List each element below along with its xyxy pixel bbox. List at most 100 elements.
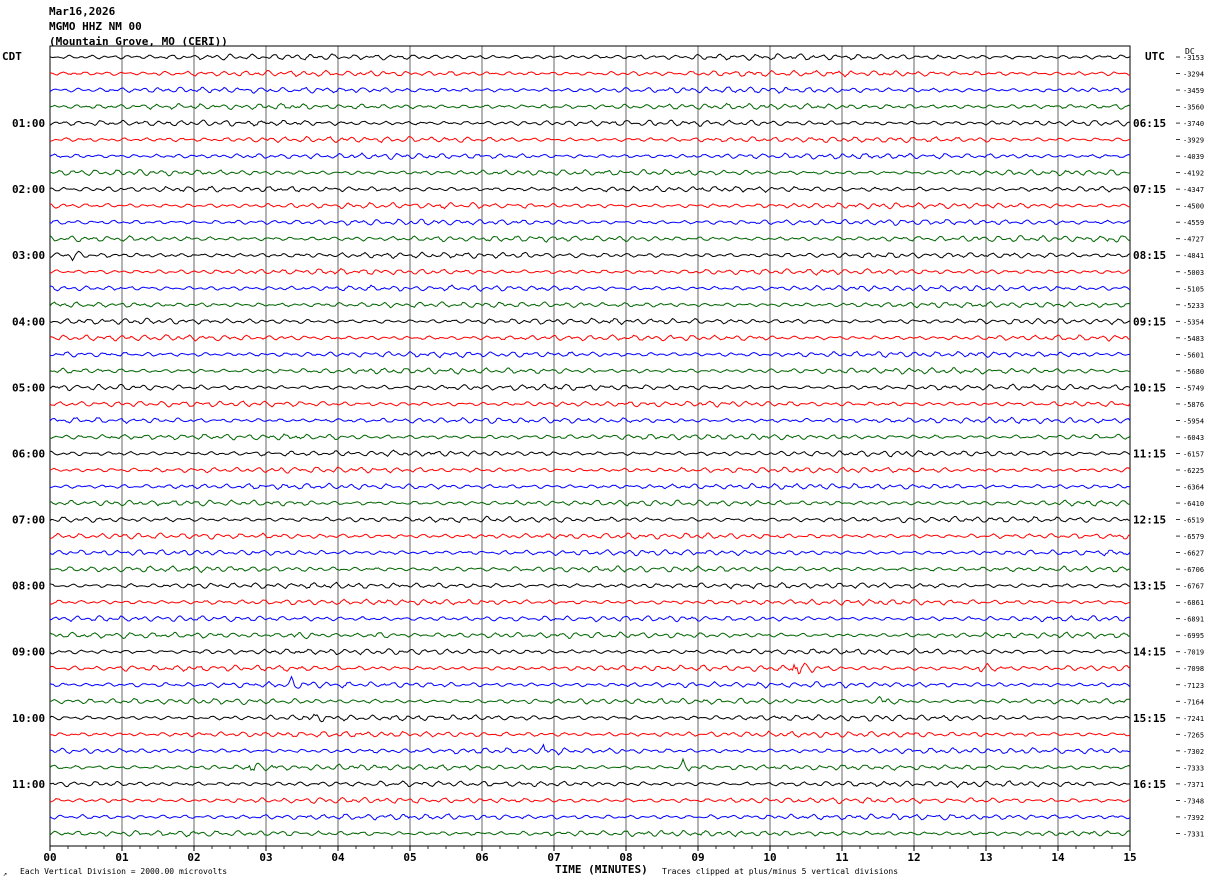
trace-line xyxy=(49,598,1131,607)
dc-offset-label: -6410 xyxy=(1183,500,1204,508)
trace-line xyxy=(49,829,1131,838)
dc-offset-label: -6627 xyxy=(1183,550,1204,558)
trace-line xyxy=(49,152,1131,160)
trace-line xyxy=(49,284,1131,292)
dc-offset-label: -6157 xyxy=(1183,450,1204,458)
x-tick-label: 07 xyxy=(547,851,560,864)
plot-frame xyxy=(49,45,1131,847)
cdt-time-label: 07:00 xyxy=(12,514,45,527)
dc-offset-label: -6891 xyxy=(1183,616,1204,624)
dc-offset-label: -6043 xyxy=(1183,434,1204,442)
trace-line xyxy=(49,581,1131,590)
x-axis-title: TIME (MINUTES) xyxy=(555,863,648,876)
dc-offset-label: -6364 xyxy=(1183,484,1204,492)
x-tick-label: 13 xyxy=(979,851,992,864)
utc-time-label: 16:15 xyxy=(1133,778,1166,791)
trace-line xyxy=(49,300,1131,309)
dc-offset-label: -7098 xyxy=(1183,665,1204,673)
trace-line xyxy=(49,549,1131,557)
utc-time-label: 13:15 xyxy=(1133,580,1166,593)
trace-line xyxy=(49,695,1131,706)
dc-offset-label: -7333 xyxy=(1183,764,1204,772)
trace-line xyxy=(50,796,1131,805)
cdt-time-label: 08:00 xyxy=(12,580,45,593)
trace-line xyxy=(49,350,1131,359)
utc-time-label: 09:15 xyxy=(1133,315,1166,328)
trace-line xyxy=(49,565,1131,574)
x-tick-label: 04 xyxy=(331,851,345,864)
trace-line xyxy=(49,813,1131,821)
dc-offset-label: -7265 xyxy=(1183,731,1204,739)
x-tick-label: 06 xyxy=(475,851,489,864)
dc-offset-label: -5876 xyxy=(1183,401,1204,409)
trace-line xyxy=(49,780,1131,789)
trace-line xyxy=(49,499,1131,507)
x-tick-label: 15 xyxy=(1123,851,1136,864)
trace-line xyxy=(49,317,1131,326)
dc-offset-label: -5003 xyxy=(1183,269,1204,277)
corner-mark: ↗ xyxy=(3,870,8,878)
dc-offset-label: -5601 xyxy=(1183,351,1204,359)
cdt-time-label: 09:00 xyxy=(12,646,45,659)
dc-offset-label: -5680 xyxy=(1183,368,1204,376)
cdt-time-label: 03:00 xyxy=(12,249,45,262)
trace-line xyxy=(49,532,1131,540)
trace-line xyxy=(49,757,1131,772)
trace-line xyxy=(49,449,1131,458)
trace-line xyxy=(49,234,1131,243)
cdt-time-label: 05:00 xyxy=(12,381,45,394)
utc-time-label: 15:15 xyxy=(1133,712,1166,725)
dc-offset-label: -5105 xyxy=(1183,285,1204,293)
trace-line xyxy=(49,169,1131,177)
cdt-time-label: 02:00 xyxy=(12,183,45,196)
trace-line xyxy=(49,185,1131,194)
trace-line xyxy=(49,201,1131,210)
cdt-time-label: 04:00 xyxy=(12,315,45,328)
x-tick-label: 10 xyxy=(763,851,776,864)
cdt-axis-title: CDT xyxy=(2,50,22,63)
dc-offset-label: -7331 xyxy=(1183,830,1204,838)
trace-line xyxy=(49,86,1131,94)
dc-offset-label: -3929 xyxy=(1183,137,1204,145)
x-tick-label: 01 xyxy=(115,851,129,864)
header-date: Mar16,2026 xyxy=(49,5,116,18)
trace-line xyxy=(49,69,1131,78)
trace-line xyxy=(49,743,1131,756)
trace-line xyxy=(49,267,1130,276)
trace-line xyxy=(49,102,1131,111)
trace-line xyxy=(49,53,1131,61)
dc-offset-label: -3294 xyxy=(1183,71,1204,79)
dc-offset-label: -5354 xyxy=(1183,318,1204,326)
trace-line xyxy=(49,218,1131,226)
trace-line xyxy=(49,334,1131,342)
dc-offset-label: -6706 xyxy=(1183,566,1204,574)
utc-time-label: 14:15 xyxy=(1133,646,1166,659)
dc-offset-label: -7371 xyxy=(1183,781,1204,789)
utc-axis-title: UTC xyxy=(1145,50,1165,63)
dc-offset-label: -5233 xyxy=(1183,302,1204,310)
dc-offset-label: -7348 xyxy=(1183,797,1204,805)
x-tick-label: 03 xyxy=(259,851,272,864)
x-tick-label: 11 xyxy=(835,851,849,864)
dc-offset-label: -6579 xyxy=(1183,533,1204,541)
dc-offset-label: -7164 xyxy=(1183,698,1204,706)
clip-note: Traces clipped at plus/minus 5 vertical … xyxy=(662,867,899,876)
dc-offset-label: -6767 xyxy=(1183,583,1204,591)
utc-time-label: 06:15 xyxy=(1133,117,1166,130)
dc-offset-label: -7123 xyxy=(1183,682,1204,690)
trace-line xyxy=(49,433,1131,441)
dc-offset-label: -4727 xyxy=(1183,236,1204,244)
cdt-time-label: 01:00 xyxy=(12,117,45,130)
x-tick-label: 14 xyxy=(1051,851,1065,864)
cdt-time-label: 06:00 xyxy=(12,447,45,460)
dc-offset-label: -6995 xyxy=(1183,632,1204,640)
dc-offset-label: -4559 xyxy=(1183,219,1204,227)
dc-offset-label: -4841 xyxy=(1183,252,1204,260)
dc-offset-label: -5749 xyxy=(1183,384,1204,392)
x-tick-label: 00 xyxy=(43,851,56,864)
cdt-time-label: 10:00 xyxy=(12,712,45,725)
trace-line xyxy=(49,647,1131,656)
trace-line xyxy=(49,119,1131,127)
scale-note: Each Vertical Division = 2000.00 microvo… xyxy=(20,867,228,876)
